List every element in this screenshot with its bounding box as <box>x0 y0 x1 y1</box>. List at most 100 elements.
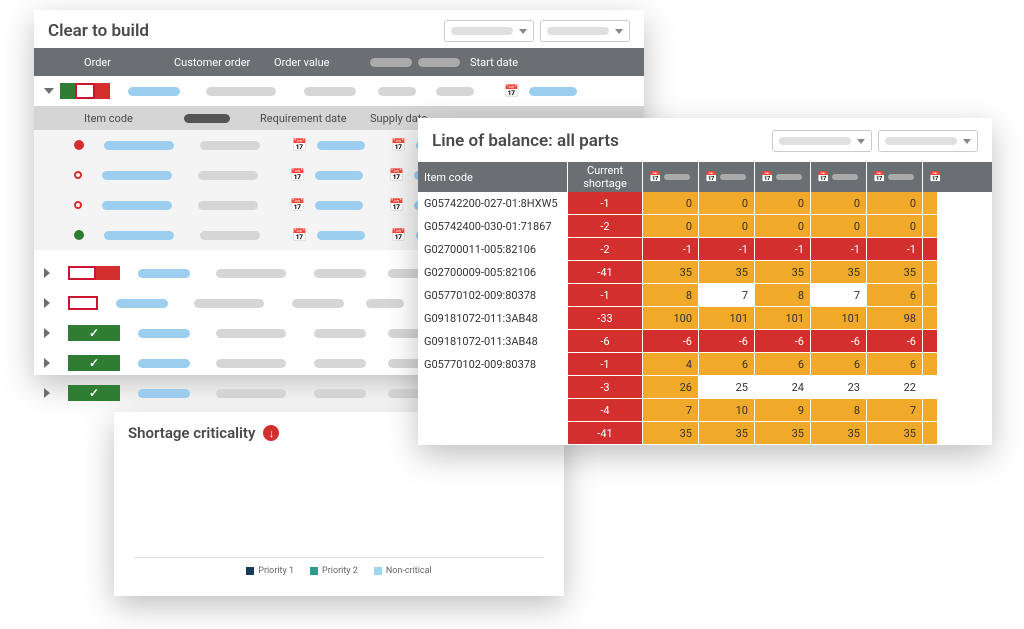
lob-row[interactable]: G05770102-009:80378-146666 <box>418 353 992 376</box>
date-cell: 22 <box>867 376 923 399</box>
lob-row[interactable]: G09181072-011:3AB48-6-6-6-6-6-6 <box>418 330 992 353</box>
date-cell: 101 <box>699 307 755 330</box>
item-code-cell: G09181072-011:3AB48 <box>418 330 568 353</box>
lob-row[interactable]: G05742200-027-01:8HXW5-100000 <box>418 192 992 215</box>
shortage-cell: -3 <box>568 376 643 399</box>
shortage-cell: -4 <box>568 399 643 422</box>
date-cell: 0 <box>811 215 867 238</box>
item-code-cell: G02700011-005:82106 <box>418 238 568 261</box>
date-cell: 9 <box>755 399 811 422</box>
lob-row[interactable]: -413535353535 <box>418 422 992 445</box>
date-cell: 26 <box>643 376 699 399</box>
col-order[interactable]: Order <box>84 56 174 69</box>
status-dot <box>74 140 84 150</box>
filter-dropdown-1[interactable] <box>444 20 534 42</box>
date-cell: 10 <box>699 399 755 422</box>
date-cell: 8 <box>755 284 811 307</box>
col-date-1[interactable]: 📅 <box>643 162 699 192</box>
date-cell: 0 <box>811 192 867 215</box>
shortage-cell: -33 <box>568 307 643 330</box>
shortage-cell: -41 <box>568 422 643 445</box>
status-indicator <box>68 355 120 371</box>
date-cell: 35 <box>643 261 699 284</box>
expand-icon[interactable] <box>44 298 50 308</box>
clear-to-build-title: Clear to build <box>48 21 438 41</box>
lob-header-row: Item code Current shortage 📅 📅 📅 📅 📅 📅 <box>418 162 992 192</box>
date-cell: 0 <box>867 192 923 215</box>
date-cell: 98 <box>867 307 923 330</box>
expand-icon[interactable] <box>44 388 50 398</box>
lob-row[interactable]: G09181072-011:3AB48-3310010110110198 <box>418 307 992 330</box>
orders-header-row: Order Customer order Order value Start d… <box>34 48 644 76</box>
shortage-cell: -1 <box>568 192 643 215</box>
date-cell: 0 <box>867 215 923 238</box>
date-cell: 35 <box>755 261 811 284</box>
stacked-bar-chart <box>114 448 564 558</box>
col-date-3[interactable]: 📅 <box>755 162 811 192</box>
date-cell: 0 <box>643 192 699 215</box>
col-date-2[interactable]: 📅 <box>699 162 755 192</box>
item-code-cell: G02700009-005:82106 <box>418 261 568 284</box>
date-cell: 8 <box>643 284 699 307</box>
lob-row[interactable]: G02700009-005:82106-413535353535 <box>418 261 992 284</box>
lob-row[interactable]: -32625242322 <box>418 376 992 399</box>
calendar-icon: 📅 <box>292 228 307 242</box>
filter-dropdown-2[interactable] <box>540 20 630 42</box>
shortage-cell: -6 <box>568 330 643 353</box>
expand-icon[interactable] <box>44 88 54 94</box>
date-cell <box>923 307 937 330</box>
calendar-icon: 📅 <box>389 168 404 182</box>
shortage-cell: -2 <box>568 215 643 238</box>
lob-row[interactable]: G05770102-009:80378-187876 <box>418 284 992 307</box>
date-cell <box>923 238 937 261</box>
col-date-4[interactable]: 📅 <box>811 162 867 192</box>
expand-icon[interactable] <box>44 328 50 338</box>
expand-icon[interactable] <box>44 268 50 278</box>
col-date-5[interactable]: 📅 <box>867 162 923 192</box>
status-dot <box>74 230 84 240</box>
down-arrow-icon: ↓ <box>263 425 279 441</box>
date-cell: 35 <box>699 261 755 284</box>
date-cell: 25 <box>699 376 755 399</box>
date-cell: 35 <box>811 261 867 284</box>
date-cell <box>923 215 937 238</box>
shortage-cell: -41 <box>568 261 643 284</box>
date-cell <box>923 330 937 353</box>
col-item-code[interactable]: Item code <box>418 162 568 192</box>
calendar-icon: 📅 <box>290 198 305 212</box>
calendar-icon: 📅 <box>391 228 406 242</box>
shortage-cell: -2 <box>568 238 643 261</box>
date-cell <box>923 284 937 307</box>
lob-row[interactable]: -4710987 <box>418 399 992 422</box>
date-cell: -6 <box>643 330 699 353</box>
date-cell: -1 <box>643 238 699 261</box>
date-cell: 101 <box>755 307 811 330</box>
item-code-cell: G05770102-009:80378 <box>418 284 568 307</box>
lob-dropdown-1[interactable] <box>772 130 872 152</box>
date-cell: 23 <box>811 376 867 399</box>
lob-title: Line of balance: all parts <box>432 131 766 151</box>
date-cell: 0 <box>755 192 811 215</box>
date-cell: 0 <box>755 215 811 238</box>
col-req[interactable]: Requirement date <box>260 112 370 125</box>
date-cell: -1 <box>699 238 755 261</box>
date-cell: 35 <box>867 422 923 445</box>
col-date-6[interactable]: 📅 <box>923 162 937 192</box>
order-row[interactable]: 📅 <box>34 76 644 106</box>
lob-row[interactable]: G05742400-030-01:71867-200000 <box>418 215 992 238</box>
col-current-shortage[interactable]: Current shortage <box>568 162 643 192</box>
date-cell: 7 <box>867 399 923 422</box>
col-customer[interactable]: Customer order <box>174 56 274 69</box>
col-start[interactable]: Start date <box>470 56 518 69</box>
item-code-cell <box>418 399 568 422</box>
date-cell: 0 <box>643 215 699 238</box>
chart-title: Shortage criticality <box>128 424 255 442</box>
item-code-cell: G09181072-011:3AB48 <box>418 307 568 330</box>
expand-icon[interactable] <box>44 358 50 368</box>
lob-row[interactable]: G02700011-005:82106-2-1-1-1-1-1 <box>418 238 992 261</box>
date-cell: 6 <box>755 353 811 376</box>
date-cell: 35 <box>811 422 867 445</box>
lob-dropdown-2[interactable] <box>878 130 978 152</box>
col-item[interactable]: Item code <box>84 112 184 125</box>
col-value[interactable]: Order value <box>274 56 364 69</box>
